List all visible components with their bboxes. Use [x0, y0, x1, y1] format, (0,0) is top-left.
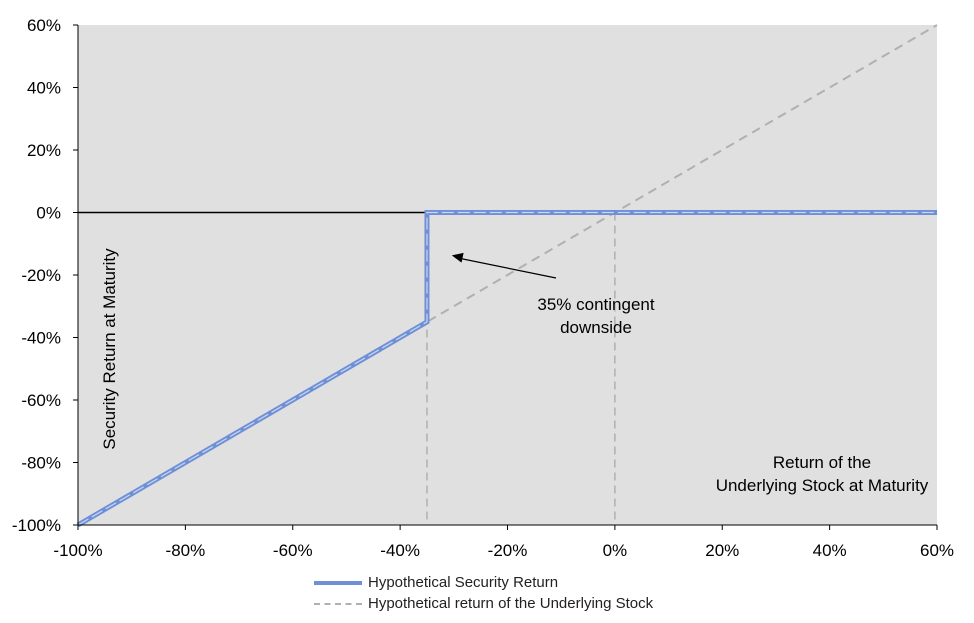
- y-tick-label: 40%: [27, 79, 61, 98]
- legend-label-underlying: Hypothetical return of the Underlying St…: [368, 595, 654, 612]
- x-tick-label: 60%: [920, 541, 954, 560]
- legend-label-security: Hypothetical Security Return: [368, 574, 559, 591]
- y-tick-label: -100%: [12, 516, 61, 535]
- legend-item-underlying: Hypothetical return of the Underlying St…: [312, 593, 653, 614]
- y-tick-label: 60%: [27, 16, 61, 35]
- legend-swatch-dashed: [312, 599, 364, 609]
- x-tick-label: -100%: [53, 541, 102, 560]
- y-tick-label: -80%: [21, 454, 61, 473]
- y-tick-label: 0%: [36, 204, 61, 223]
- chart-svg: -100% -80% -60% -40% -20% 0% 20% 40% 60% -100% -80…: [12, 16, 954, 560]
- x-axis-label-line-1: Return of the: [773, 453, 871, 472]
- x-tick-label: -60%: [273, 541, 313, 560]
- tick-labels: -100% -80% -60% -40% -20% 0% 20% 40% 60% -100% -80…: [12, 16, 954, 560]
- annotation-arrow-head: [451, 252, 464, 263]
- x-tick-label: 0%: [603, 541, 628, 560]
- legend-item-security: Hypothetical Security Return: [312, 572, 653, 593]
- annotations: Security Return at Maturity Return of th…: [100, 248, 929, 495]
- x-tick-label: -80%: [166, 541, 206, 560]
- series-security-line-highlight: [77, 211, 937, 526]
- x-tick-label: 40%: [813, 541, 847, 560]
- x-tick-label: -20%: [488, 541, 528, 560]
- x-tick-label: 20%: [705, 541, 739, 560]
- y-tick-label: 20%: [27, 141, 61, 160]
- x-axis-label-line-2: Underlying Stock at Maturity: [716, 476, 929, 495]
- y-axis-label: Security Return at Maturity: [100, 248, 119, 450]
- axes: [73, 24, 938, 530]
- legend-swatch-solid: [312, 578, 364, 588]
- annotation-line-1: 35% contingent: [537, 295, 654, 314]
- annotation-line-2: downside: [560, 318, 632, 337]
- annotation-arrow-line: [459, 257, 557, 279]
- series-layer: [76, 24, 938, 528]
- y-tick-label: -60%: [21, 391, 61, 410]
- y-tick-label: -40%: [21, 329, 61, 348]
- y-tick-label: -20%: [21, 266, 61, 285]
- x-tick-label: -40%: [380, 541, 420, 560]
- legend: Hypothetical Security Return Hypothetica…: [312, 572, 653, 614]
